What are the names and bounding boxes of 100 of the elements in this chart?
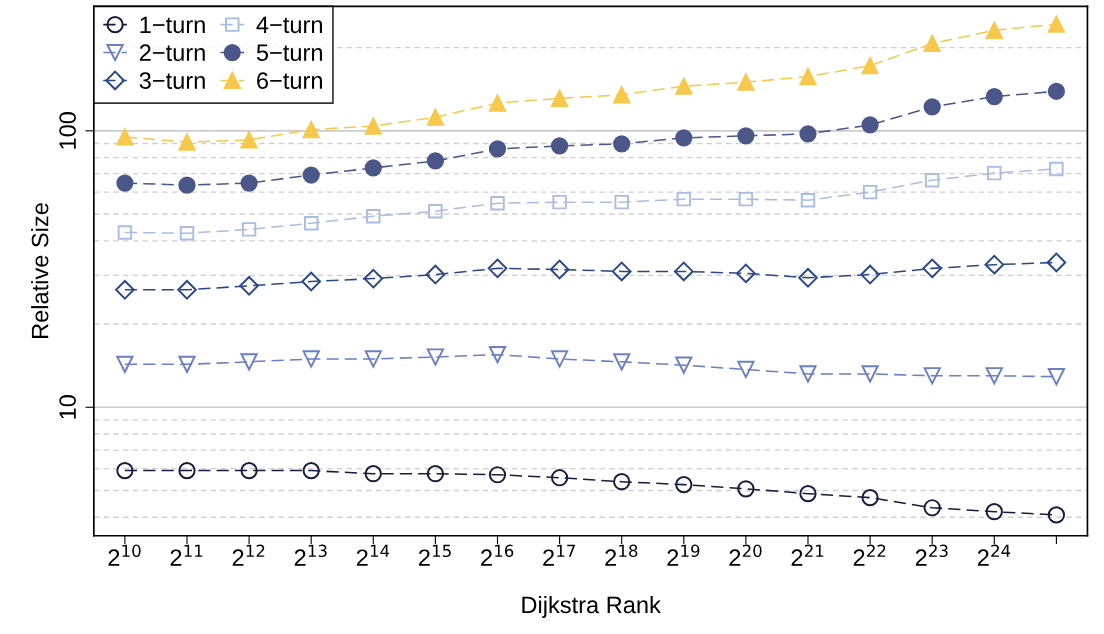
point: [364, 117, 382, 135]
point: [116, 174, 134, 192]
point: [117, 225, 133, 240]
point: [364, 350, 382, 368]
point: [302, 166, 320, 184]
point: [675, 129, 693, 147]
point: [675, 476, 693, 494]
point: [985, 367, 1003, 385]
point: [613, 353, 631, 371]
point: [488, 94, 507, 112]
point: [737, 73, 755, 91]
point: [987, 165, 1002, 181]
y-tick-label: 10: [59, 395, 76, 419]
point: [923, 367, 941, 385]
point: [241, 222, 257, 237]
point: [426, 348, 444, 366]
point: [1047, 368, 1065, 386]
point: [302, 462, 320, 480]
point: [861, 57, 879, 75]
point: [425, 264, 446, 285]
point: [613, 86, 631, 104]
legend-label: 4−turn: [256, 16, 322, 34]
x-tick-label: 2$^{13}$: [294, 544, 327, 566]
point: [488, 140, 507, 158]
point: [861, 365, 879, 383]
point: [240, 131, 258, 149]
point: [799, 68, 817, 86]
point: [488, 466, 507, 484]
point: [364, 465, 382, 483]
x-tick-label: 2$^{16}$: [481, 544, 514, 566]
point: [363, 268, 384, 289]
point: [985, 503, 1003, 521]
point: [737, 127, 755, 145]
point: [923, 34, 941, 53]
point: [613, 135, 631, 153]
point: [984, 254, 1005, 275]
point: [861, 489, 879, 507]
point: [426, 152, 444, 170]
x-tick-label: 2$^{22}$: [853, 544, 886, 566]
point: [736, 263, 756, 284]
point: [1047, 82, 1065, 100]
point: [737, 480, 755, 498]
point: [676, 191, 692, 207]
point: [923, 98, 941, 116]
point: [862, 184, 878, 200]
point: [366, 208, 381, 224]
point: [611, 261, 632, 282]
point: [302, 121, 320, 139]
legend-label: 5−turn: [256, 44, 322, 62]
point: [737, 360, 755, 379]
point: [428, 203, 443, 219]
point: [364, 159, 382, 177]
point: [549, 259, 570, 280]
point: [240, 462, 258, 480]
legend-label: 3−turn: [139, 72, 205, 89]
point: [178, 355, 196, 373]
point: [799, 485, 817, 503]
point: [178, 176, 196, 194]
point: [301, 271, 321, 292]
legend-label: 6−turn: [257, 72, 322, 89]
point: [799, 125, 817, 143]
point: [116, 355, 134, 373]
point: [240, 174, 258, 192]
x-tick-label: 2$^{17}$: [543, 544, 575, 566]
point: [800, 192, 816, 208]
x-tick-label: 2$^{15}$: [418, 544, 451, 566]
point: [550, 137, 569, 155]
point: [1049, 161, 1064, 177]
point: [1047, 15, 1065, 33]
point: [985, 87, 1003, 106]
point: [738, 191, 754, 207]
point: [178, 462, 196, 480]
x-tick-label: 2$^{14}$: [356, 544, 390, 566]
point: [550, 89, 569, 107]
point: [488, 346, 507, 364]
point: [924, 172, 940, 188]
point: [860, 264, 880, 285]
point: [550, 350, 569, 368]
point: [115, 279, 135, 300]
y-axis-title: Relative Size: [31, 203, 49, 338]
legend-label: 1−turn: [140, 16, 205, 34]
x-tick-label: 2$^{21}$: [791, 544, 824, 566]
x-tick-label: 2$^{11}$: [170, 544, 203, 566]
point: [552, 194, 567, 210]
point: [1046, 252, 1067, 273]
point: [673, 261, 694, 282]
point: [550, 469, 569, 487]
point: [426, 465, 444, 483]
point: [861, 116, 879, 134]
point: [239, 276, 259, 296]
point: [1047, 506, 1065, 524]
point: [922, 258, 942, 279]
point: [302, 350, 320, 368]
point: [799, 365, 817, 383]
point: [614, 194, 629, 210]
point: [487, 258, 508, 279]
point: [116, 128, 134, 146]
point: [675, 77, 693, 95]
point: [116, 462, 134, 480]
point: [303, 216, 319, 231]
